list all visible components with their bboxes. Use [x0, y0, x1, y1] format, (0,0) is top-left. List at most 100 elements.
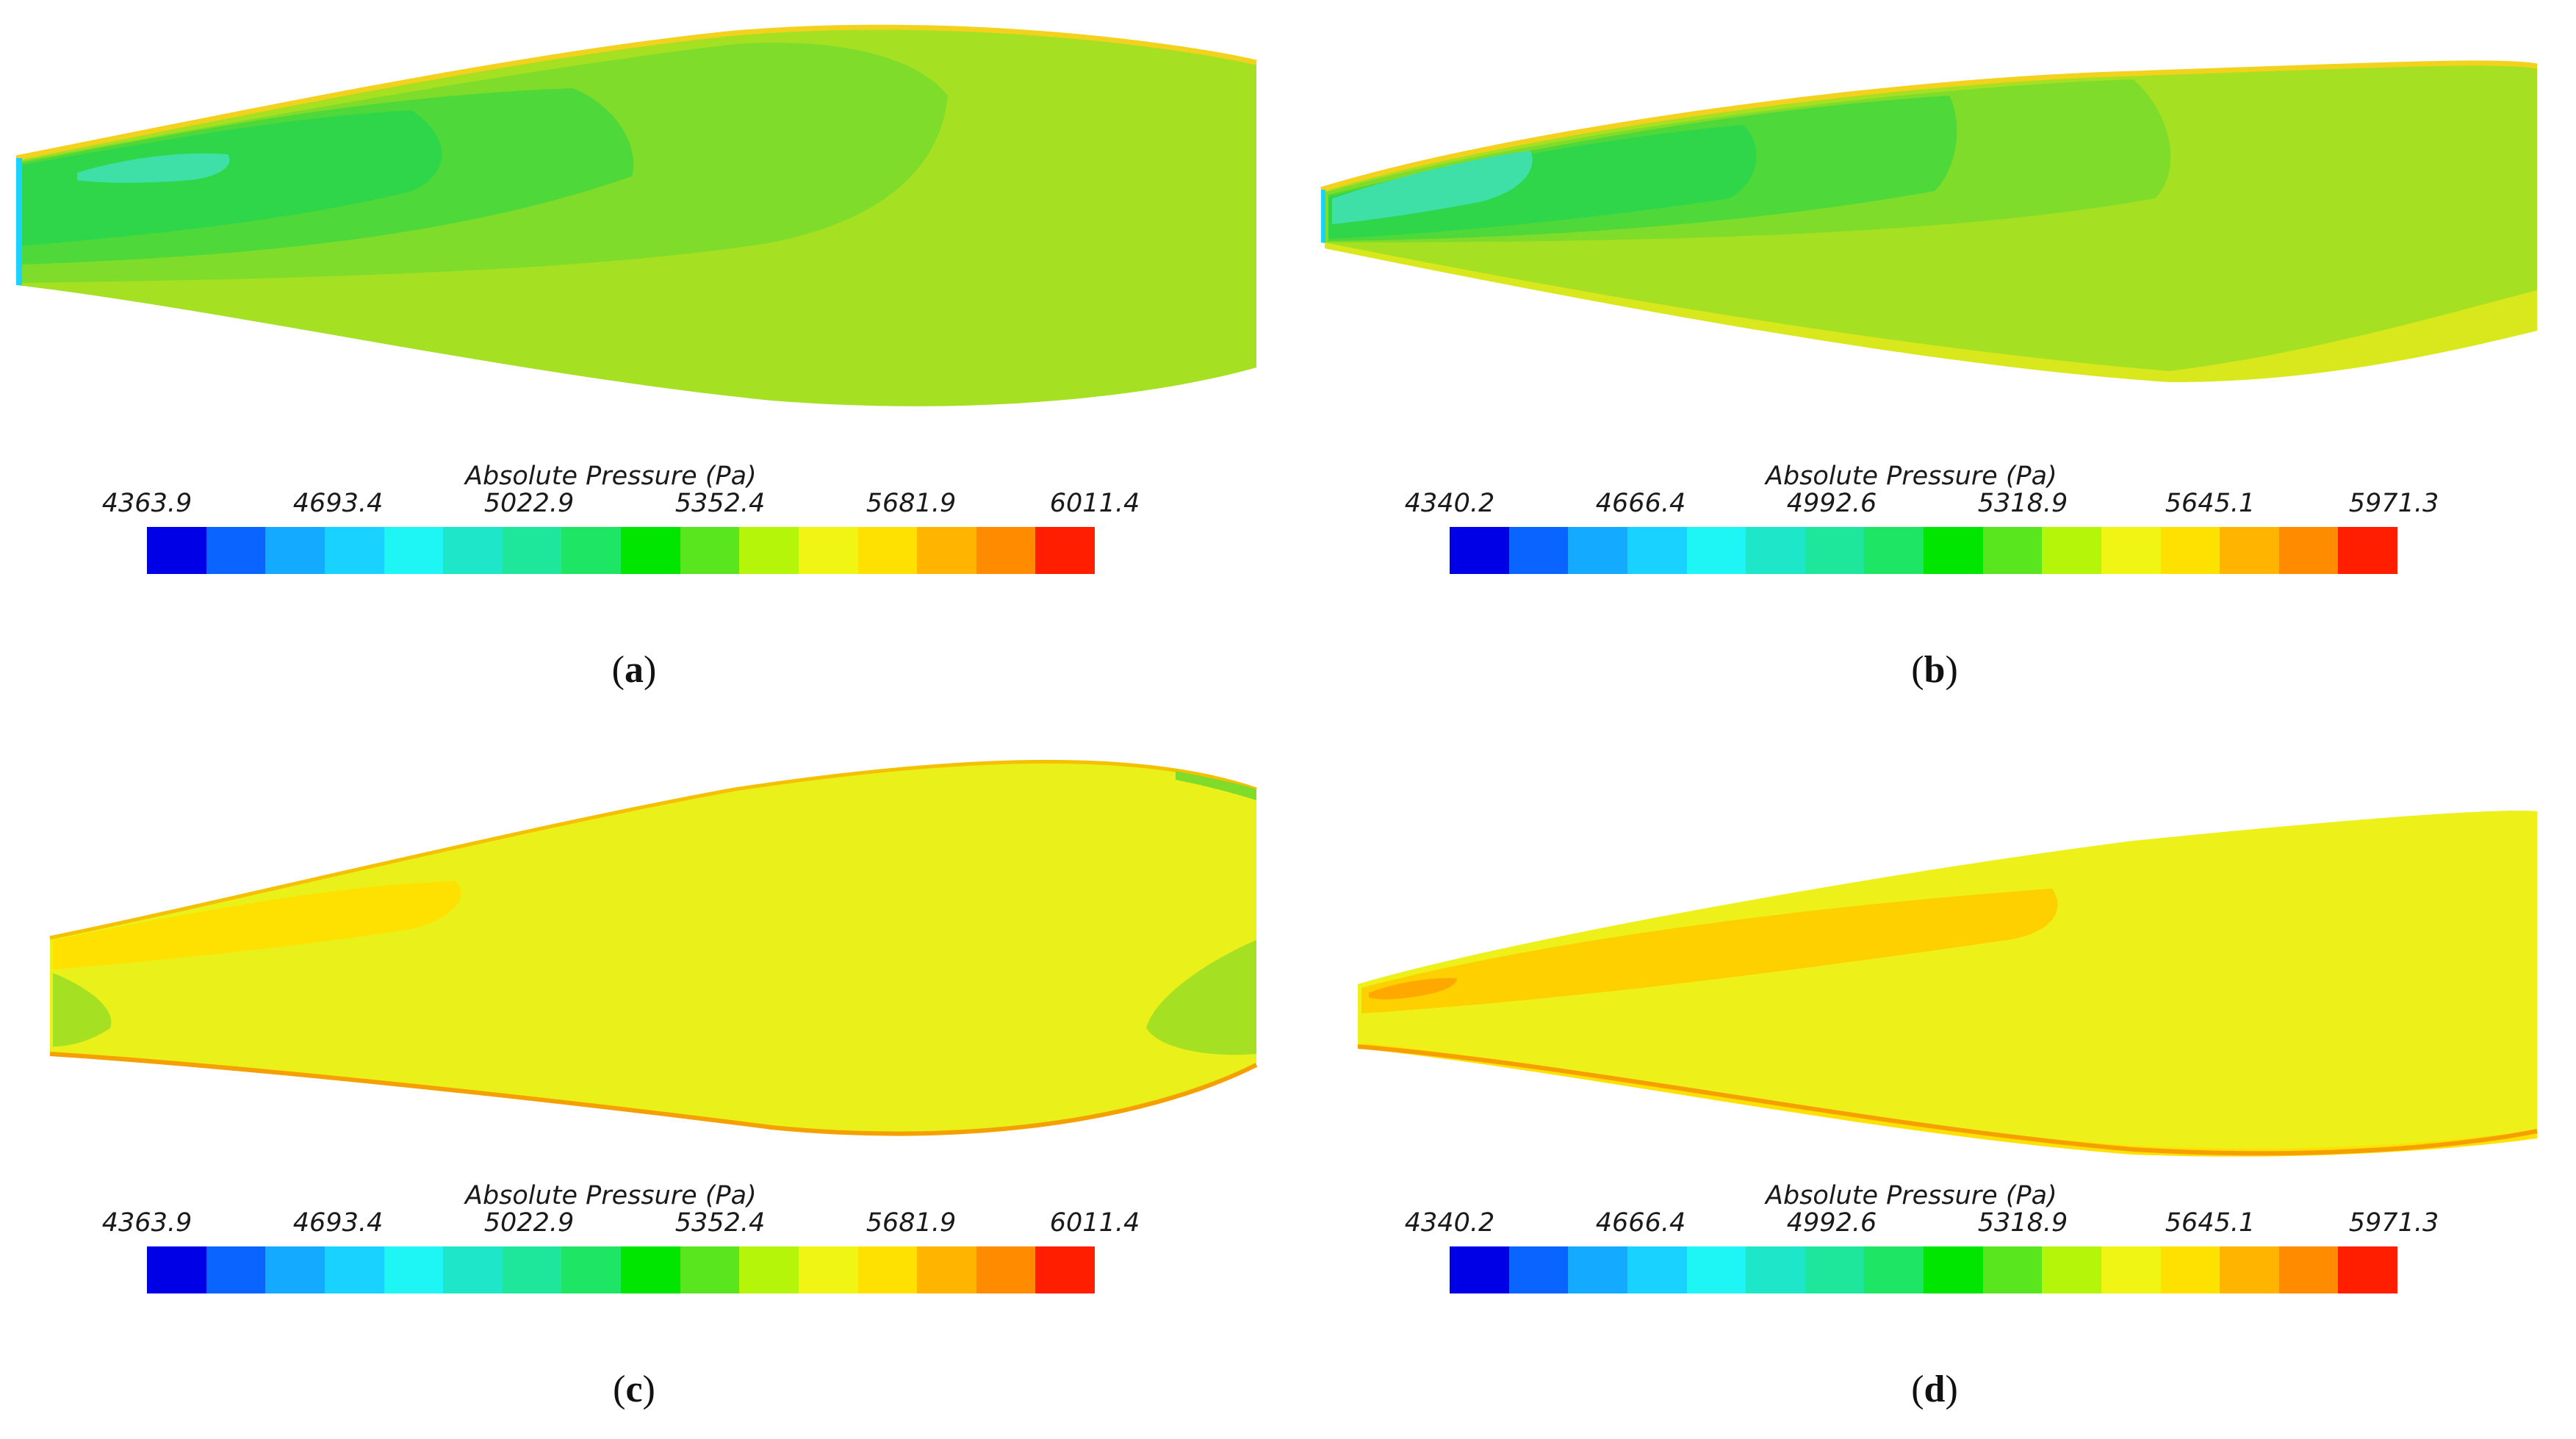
colorbar-swatch [798, 527, 858, 574]
legend-tick: 4666.4 [1595, 1208, 1686, 1238]
legend-tick: 4992.6 [1786, 489, 1877, 518]
colorbar [147, 527, 1095, 574]
colorbar-swatch [265, 1246, 325, 1293]
colorbar-swatch [976, 1246, 1036, 1293]
blade-tip-edge [1176, 771, 1256, 800]
colorbar-swatch [1627, 527, 1687, 574]
colorbar-swatch [384, 527, 444, 574]
pressure-zone-min [77, 153, 230, 183]
legend-tick: 5022.9 [483, 489, 575, 518]
colorbar-swatch [443, 527, 503, 574]
legend-tick: 5318.9 [1977, 1208, 2068, 1238]
blade-outline [49, 1052, 1258, 1136]
colorbar-swatch [206, 1246, 266, 1293]
legend-tick: 5645.1 [2165, 489, 2256, 518]
colorbar-swatch [1627, 1246, 1687, 1293]
panel-caption: (b) [1911, 649, 1958, 691]
legend-tick: 5971.3 [2348, 1208, 2439, 1238]
pressure-zone-low [53, 973, 112, 1047]
colorbar-swatch [917, 1246, 976, 1293]
colorbar-swatch [857, 1246, 918, 1293]
colorbar-swatch [1450, 1246, 1509, 1293]
colorbar-swatch [1982, 527, 2043, 574]
colorbar-swatch [147, 1246, 206, 1293]
colorbar-swatch [1450, 527, 1509, 574]
blade-surface [1358, 811, 2537, 1154]
colorbar-swatch [265, 527, 325, 574]
colorbar-swatch [1686, 1246, 1746, 1293]
colorbar-swatch [1508, 1246, 1569, 1293]
colorbar-swatch [680, 1246, 740, 1293]
colorbar-swatch [502, 1246, 562, 1293]
blade-outline [1357, 1044, 2538, 1156]
colorbar-swatch [1982, 1246, 2043, 1293]
blade-pressure-contour [1320, 60, 2538, 382]
colorbar-swatch [2101, 1246, 2161, 1293]
colorbar-swatch [2338, 527, 2397, 574]
colorbar-swatch [680, 527, 740, 574]
legend-title: Absolute Pressure (Pa) [1766, 462, 2057, 491]
legend-tick: 4693.4 [292, 1208, 384, 1238]
panel-caption: (a) [611, 649, 657, 691]
colorbar-swatch [857, 527, 918, 574]
blade-outline [49, 759, 1257, 940]
colorbar-swatch [2101, 527, 2161, 574]
colorbar-swatch [2338, 1246, 2397, 1293]
colorbar-swatch [1805, 527, 1865, 574]
pressure-zone-max [1369, 977, 1457, 1000]
colorbar-swatch [1508, 527, 1569, 574]
legend-tick: 5681.9 [866, 1208, 957, 1238]
legend-title: Absolute Pressure (Pa) [465, 1181, 757, 1210]
pressure-zone-high [1361, 889, 2058, 1013]
blade-pressure-contour [15, 24, 1257, 406]
colorbar-swatch [2278, 1246, 2339, 1293]
panel-b: Absolute Pressure (Pa) 4340.2 4666.4 499… [1288, 0, 2576, 720]
colorbar-swatch [324, 1246, 384, 1293]
panel-caption: (c) [613, 1368, 655, 1410]
colorbar-swatch [502, 527, 562, 574]
legend-tick: 5352.4 [674, 1208, 766, 1238]
blade-pressure-contour [49, 759, 1258, 1136]
colorbar-swatch [2160, 527, 2220, 574]
colorbar [1450, 1246, 2397, 1293]
colorbar-swatch [1805, 1246, 1865, 1293]
colorbar-swatch [621, 527, 680, 574]
legend-title: Absolute Pressure (Pa) [465, 462, 757, 491]
colorbar-swatch [1864, 1246, 1924, 1293]
colorbar-swatch [147, 527, 206, 574]
legend-tick: 6011.4 [1049, 489, 1140, 518]
legend-tick: 5681.9 [866, 489, 957, 518]
colorbar-swatch [1568, 1246, 1627, 1293]
legend-tick: 4340.2 [1404, 1208, 1495, 1238]
colorbar-swatch [739, 527, 799, 574]
pressure-zone-min [1332, 151, 1533, 224]
colorbar-swatch [2220, 527, 2279, 574]
colorbar-swatch [798, 1246, 858, 1293]
legend-tick: 4363.9 [101, 489, 193, 518]
pressure-zone-low [1146, 940, 1256, 1055]
colorbar [1450, 527, 2397, 574]
panel-d: Absolute Pressure (Pa) 4340.2 4666.4 499… [1288, 720, 2576, 1439]
legend-tick: 5352.4 [674, 489, 766, 518]
colorbar-swatch [2042, 1246, 2101, 1293]
colorbar-swatch [1924, 1246, 1983, 1293]
legend-tick: 4693.4 [292, 489, 384, 518]
colorbar-swatch [1035, 1246, 1095, 1293]
colorbar-swatch [739, 1246, 799, 1293]
colorbar-swatch [1864, 527, 1924, 574]
colorbar-swatch [1686, 527, 1746, 574]
colorbar-swatch [384, 1246, 444, 1293]
pressure-zone-lower [18, 110, 442, 246]
colorbar-swatch [561, 1246, 621, 1293]
colorbar-swatch [1746, 1246, 1805, 1293]
legend-tick: 4992.6 [1786, 1208, 1877, 1238]
colorbar-swatch [2042, 527, 2101, 574]
colorbar-swatch [1035, 527, 1095, 574]
panel-caption: (d) [1911, 1368, 1958, 1410]
blade-root-edge [1321, 190, 1325, 243]
legend-tick: 5645.1 [2165, 1208, 2256, 1238]
pressure-zone-high [53, 881, 461, 969]
colorbar-swatch [443, 1246, 503, 1293]
blade-surface [50, 761, 1256, 1134]
colorbar-swatch [1924, 527, 1983, 574]
